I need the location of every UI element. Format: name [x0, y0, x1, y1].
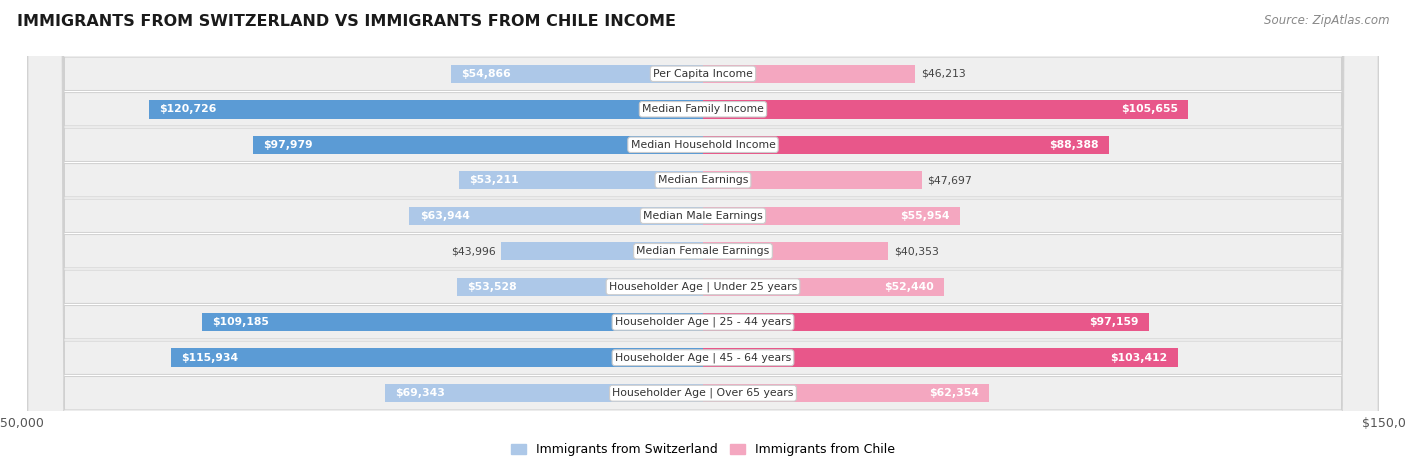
Text: $43,996: $43,996	[451, 246, 495, 256]
Text: $69,343: $69,343	[395, 388, 444, 398]
Bar	[703, 100, 1188, 119]
Bar	[703, 206, 960, 225]
Bar	[703, 313, 1149, 332]
FancyBboxPatch shape	[28, 0, 1378, 467]
Text: $105,655: $105,655	[1121, 104, 1178, 114]
Bar	[149, 100, 703, 119]
Bar	[703, 64, 915, 83]
Bar	[457, 277, 703, 296]
Bar	[409, 206, 703, 225]
Text: $52,440: $52,440	[884, 282, 934, 292]
Text: $40,353: $40,353	[894, 246, 939, 256]
Text: Median Earnings: Median Earnings	[658, 175, 748, 185]
Text: $97,159: $97,159	[1090, 317, 1139, 327]
Text: $63,944: $63,944	[419, 211, 470, 221]
Text: $62,354: $62,354	[929, 388, 979, 398]
Text: Householder Age | 45 - 64 years: Householder Age | 45 - 64 years	[614, 353, 792, 363]
Bar	[253, 135, 703, 154]
Bar	[458, 171, 703, 190]
FancyBboxPatch shape	[28, 0, 1378, 467]
Text: Householder Age | Over 65 years: Householder Age | Over 65 years	[612, 388, 794, 398]
Text: Median Household Income: Median Household Income	[630, 140, 776, 150]
Text: Per Capita Income: Per Capita Income	[652, 69, 754, 79]
Bar	[703, 242, 889, 261]
FancyBboxPatch shape	[28, 0, 1378, 467]
Bar	[703, 277, 943, 296]
Text: Median Female Earnings: Median Female Earnings	[637, 246, 769, 256]
FancyBboxPatch shape	[28, 0, 1378, 467]
FancyBboxPatch shape	[28, 0, 1378, 467]
Text: $97,979: $97,979	[263, 140, 314, 150]
Bar	[451, 64, 703, 83]
Text: $109,185: $109,185	[212, 317, 269, 327]
Legend: Immigrants from Switzerland, Immigrants from Chile: Immigrants from Switzerland, Immigrants …	[506, 439, 900, 461]
Bar	[703, 384, 990, 403]
Bar	[201, 313, 703, 332]
Text: $53,528: $53,528	[467, 282, 517, 292]
Text: Householder Age | Under 25 years: Householder Age | Under 25 years	[609, 282, 797, 292]
Text: $47,697: $47,697	[928, 175, 973, 185]
FancyBboxPatch shape	[28, 0, 1378, 467]
Bar	[501, 242, 703, 261]
FancyBboxPatch shape	[28, 0, 1378, 467]
Text: $115,934: $115,934	[181, 353, 238, 363]
Text: $55,954: $55,954	[900, 211, 949, 221]
Text: $46,213: $46,213	[921, 69, 966, 79]
Text: $103,412: $103,412	[1111, 353, 1167, 363]
Text: Householder Age | 25 - 44 years: Householder Age | 25 - 44 years	[614, 317, 792, 327]
Bar	[703, 135, 1109, 154]
Text: $54,866: $54,866	[461, 69, 512, 79]
FancyBboxPatch shape	[28, 0, 1378, 467]
Bar	[703, 348, 1178, 367]
Text: Median Family Income: Median Family Income	[643, 104, 763, 114]
Bar	[384, 384, 703, 403]
Text: IMMIGRANTS FROM SWITZERLAND VS IMMIGRANTS FROM CHILE INCOME: IMMIGRANTS FROM SWITZERLAND VS IMMIGRANT…	[17, 14, 676, 29]
Text: $120,726: $120,726	[159, 104, 217, 114]
FancyBboxPatch shape	[28, 0, 1378, 467]
FancyBboxPatch shape	[28, 0, 1378, 467]
Text: Median Male Earnings: Median Male Earnings	[643, 211, 763, 221]
Bar	[170, 348, 703, 367]
Bar	[703, 171, 922, 190]
Text: $88,388: $88,388	[1049, 140, 1098, 150]
Text: Source: ZipAtlas.com: Source: ZipAtlas.com	[1264, 14, 1389, 27]
Text: $53,211: $53,211	[470, 175, 519, 185]
